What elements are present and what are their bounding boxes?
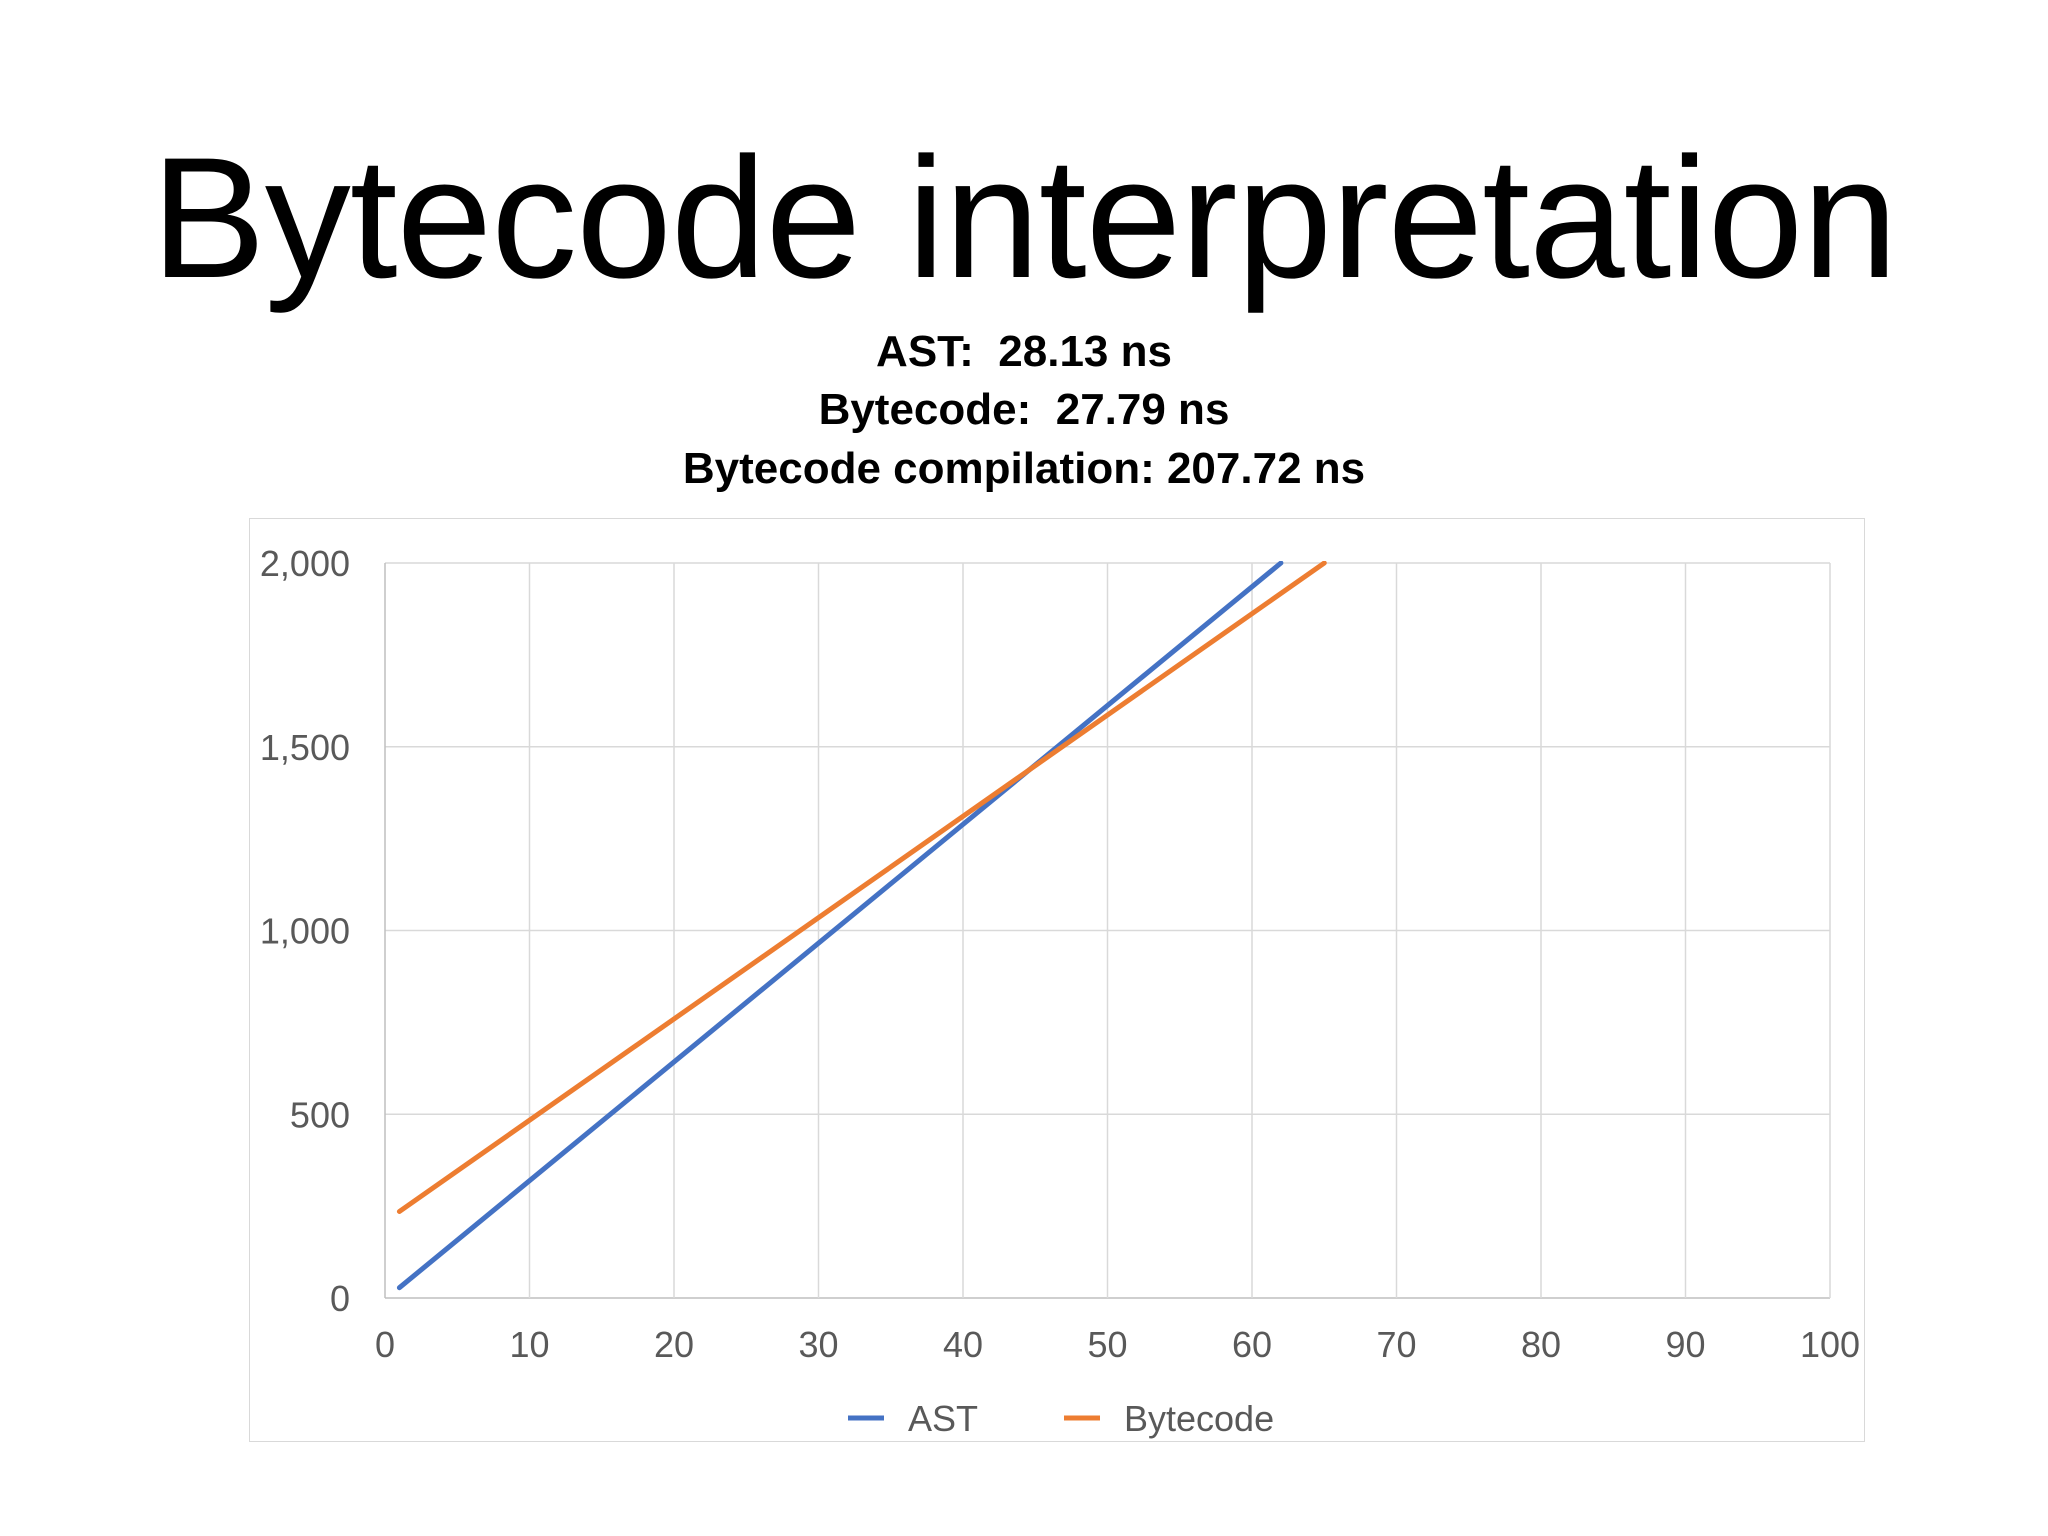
x-tick-label: 10 — [509, 1324, 549, 1365]
subtitle-ast-time: AST: 28.13 ns — [876, 327, 1172, 376]
y-tick-label: 1,500 — [260, 727, 350, 768]
x-tick-label: 20 — [654, 1324, 694, 1365]
y-tick-label: 1,000 — [260, 911, 350, 952]
legend-label-bytecode: Bytecode — [1124, 1398, 1274, 1439]
x-tick-label: 30 — [798, 1324, 838, 1365]
y-tick-label: 2,000 — [260, 543, 350, 584]
legend-label-ast: AST — [908, 1398, 978, 1439]
x-tick-label: 90 — [1665, 1324, 1705, 1365]
chart-frame — [249, 518, 1865, 1442]
slide-title: Bytecode interpretation — [151, 122, 1898, 314]
series-line-bytecode — [396, 561, 1327, 1214]
x-tick-label: 40 — [943, 1324, 983, 1365]
series-line-ast — [396, 561, 1284, 1291]
x-tick-label: 50 — [1087, 1324, 1127, 1365]
x-tick-label: 0 — [375, 1324, 395, 1365]
y-tick-label: 0 — [330, 1278, 350, 1319]
y-tick-label: 500 — [290, 1094, 350, 1135]
x-tick-label: 70 — [1376, 1324, 1416, 1365]
x-tick-label: 80 — [1521, 1324, 1561, 1365]
subtitle-compilation-time: Bytecode compilation: 207.72 ns — [682, 444, 1366, 493]
x-tick-label: 60 — [1232, 1324, 1272, 1365]
subtitle-bytecode-time: Bytecode: 27.79 ns — [818, 385, 1230, 434]
x-tick-label: 100 — [1800, 1324, 1860, 1365]
